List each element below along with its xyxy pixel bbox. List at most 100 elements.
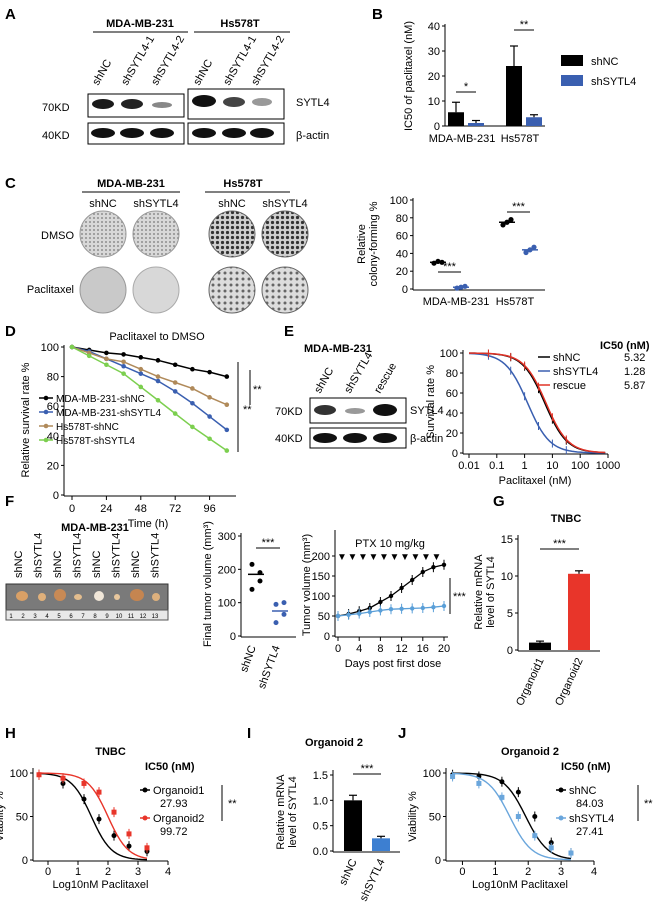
panel-f-title: MDA-MB-231 [61, 522, 129, 534]
legend-marker [43, 395, 49, 401]
data-point [207, 414, 212, 419]
data-point [69, 344, 75, 350]
dose-marker: ▼ [379, 552, 389, 563]
panel-c-col2: shSYTL4 [133, 198, 178, 210]
legend-marker [142, 787, 148, 793]
data-point [388, 593, 394, 599]
data-point [523, 249, 529, 256]
significance-label: *** [553, 538, 567, 550]
data-point [548, 845, 554, 851]
x-tick-label: 20 [438, 643, 450, 655]
legend-marker [43, 437, 49, 443]
x-tick-label: 1 [522, 460, 528, 472]
colony-dish [261, 210, 309, 258]
x-tick-label: 1 [75, 866, 81, 878]
panel-a-group2: Hs578T [220, 18, 259, 30]
annotation: PTX 10 mg/kg [355, 538, 425, 550]
x-axis-label: Days post first dose [345, 658, 442, 670]
y-tick-label: 80 [396, 213, 408, 225]
panel-c-group1: MDA-MB-231 [97, 178, 165, 190]
ruler-mark: 8 [93, 614, 97, 620]
panel-h-letter: H [5, 725, 16, 742]
blot-band [313, 433, 337, 443]
panel-a-group1: MDA-MB-231 [106, 18, 174, 30]
y-tick-label: 50 [318, 611, 330, 623]
lane-label: shNC [130, 550, 142, 578]
data-point [155, 397, 161, 403]
series-line [71, 346, 228, 406]
y-tick-label: 0 [434, 121, 440, 133]
panel-a-protein1: SYTL4 [296, 97, 330, 109]
y-tick-label: 300 [218, 531, 236, 543]
panel-e-mw1: 70KD [275, 406, 303, 418]
lane-label: rescue [372, 361, 399, 396]
lane-label: shSYTL4 [33, 533, 45, 578]
x-tick-label: 8 [377, 643, 383, 655]
fit-curve [38, 772, 148, 859]
significance-label: ** [253, 384, 262, 396]
x-tick-label: 0 [69, 503, 75, 515]
y-axis-label: IC50 of paclitaxel (nM) [403, 21, 415, 131]
data-point [531, 244, 537, 250]
y-tick-label: 20 [428, 71, 440, 83]
y-tick-label: 0.0 [313, 846, 328, 858]
legend-label: shSYTL4 [569, 813, 614, 825]
significance-label: *** [361, 763, 375, 775]
data-point [60, 775, 66, 781]
significance-label: * [464, 81, 469, 93]
bar [448, 112, 464, 126]
chart-h: 0 50 100 0 1 2 3 4 Log10nM Paclitaxel Viability %… [0, 746, 237, 891]
blot-band [345, 408, 365, 414]
x-tick-label: 1 [492, 866, 498, 878]
data-point [367, 609, 372, 615]
colony-dish [208, 210, 256, 258]
ic50-value: 27.41 [576, 826, 604, 838]
data-point [224, 402, 230, 408]
panel-c-col4: shSYTL4 [262, 198, 307, 210]
data-point [548, 840, 554, 846]
x-axis-label: Paclitaxel (nM) [499, 475, 572, 487]
data-point [104, 350, 109, 356]
dose-marker: ▼ [369, 552, 379, 563]
y-tick-label: 5 [507, 608, 513, 620]
y-tick-label: 80 [47, 372, 59, 384]
fit-curve [468, 352, 606, 454]
chart-title: TNBC [551, 513, 582, 525]
x-tick-label: 0.1 [489, 460, 504, 472]
ruler-mark: 12 [140, 614, 147, 620]
x-axis-label: Log10nM Paclitaxel [472, 879, 568, 891]
data-point [224, 374, 230, 379]
panel-c-row1: DMSO [41, 230, 74, 242]
ruler-mark: 1 [9, 614, 13, 620]
data-point [207, 436, 212, 442]
ic50-value: 99.72 [160, 826, 188, 838]
lane-label: shSYTL4 [150, 533, 162, 578]
x-tick-label: 4 [165, 866, 171, 878]
panel-e-letter: E [284, 323, 294, 340]
tumor [54, 589, 66, 601]
data-point [504, 219, 510, 225]
y-tick-label: 0 [324, 631, 330, 643]
x-tick-label: 0 [459, 866, 465, 878]
y-tick-label: 1.0 [313, 795, 328, 807]
data-point [96, 816, 102, 822]
panel-e-protein2: β-actin [410, 433, 443, 445]
data-point [121, 352, 126, 357]
data-point [81, 796, 87, 802]
data-point [454, 285, 460, 291]
lane-label: shNC [91, 550, 103, 578]
chart-f2: 0 50 100 150 200 0 4 8 12 16 20 Days post first dos… [301, 530, 467, 670]
data-point [155, 378, 161, 384]
chart-title: Organoid 2 [501, 746, 559, 758]
y-tick-label: 200 [312, 551, 330, 563]
legend-marker [558, 815, 564, 821]
lane-label: shNC [13, 550, 25, 578]
x-tick-label: shSYTL4 [256, 644, 283, 691]
data-point [399, 585, 404, 591]
x-tick-label: 3 [135, 866, 141, 878]
ic50-title: IC50 (nM) [145, 761, 195, 773]
data-point [104, 356, 109, 362]
tumor [130, 589, 144, 601]
data-point [568, 850, 574, 856]
panel-i-letter: I [247, 725, 251, 742]
